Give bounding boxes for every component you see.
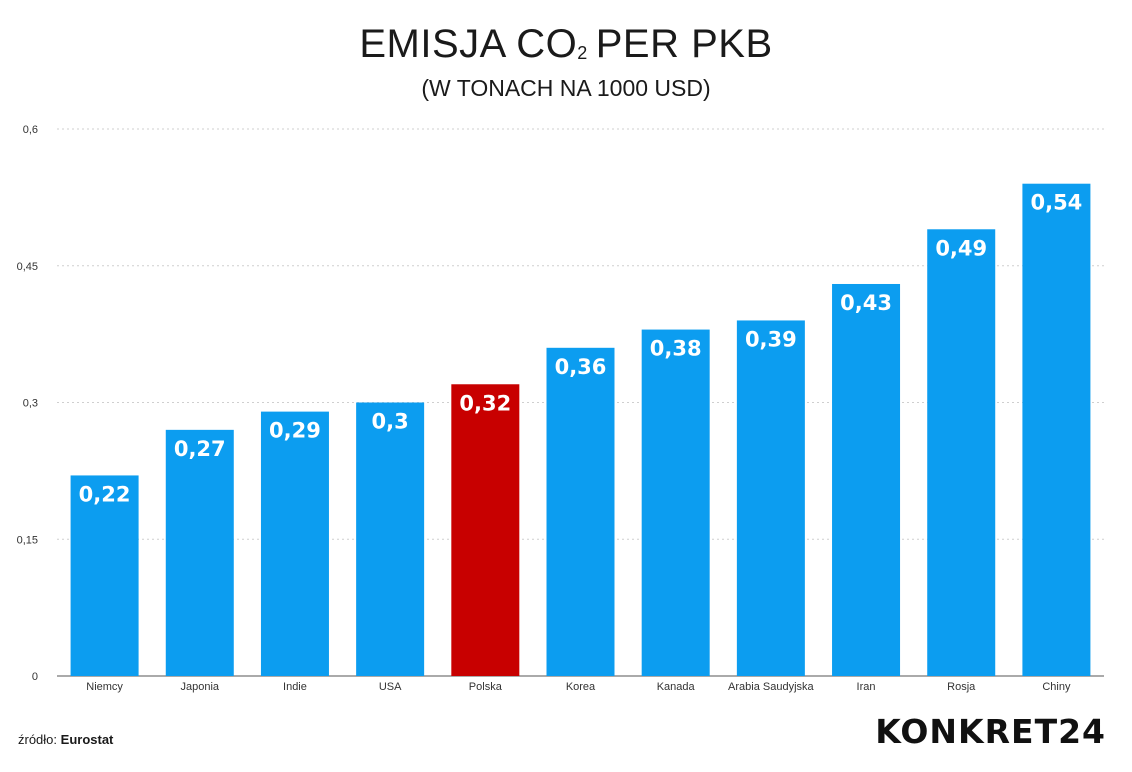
bar-value-label: 0,32	[459, 391, 511, 415]
x-tick-label: USA	[379, 681, 402, 693]
bar-value-label: 0,29	[269, 419, 321, 443]
bar	[451, 384, 520, 676]
x-tick-label: Rosja	[947, 681, 976, 693]
bar-layer	[70, 183, 1091, 677]
bar-value-label: 0,38	[650, 337, 702, 361]
source-name: Eurostat	[60, 732, 114, 747]
x-tick-label: Arabia Saudyjska	[728, 681, 814, 693]
x-tick-label: Kanada	[657, 681, 696, 693]
title-subscript: 2	[577, 43, 588, 63]
bar-value-label: 0,3	[372, 410, 409, 434]
bar	[641, 329, 710, 676]
x-tick-label: Korea	[566, 681, 596, 693]
x-tick-label: Iran	[857, 681, 876, 693]
x-tick-label: Japonia	[180, 681, 219, 693]
chart-header: EMISJA CO2 PER PKB (W TONACH NA 1000 USD)	[0, 22, 1132, 101]
bar-value-label: 0,54	[1030, 191, 1082, 215]
bar-value-label: 0,22	[79, 482, 131, 506]
source-note: źródło: Eurostat	[18, 732, 113, 747]
y-tick-label: 0,6	[23, 124, 38, 136]
chart-title: EMISJA CO2 PER PKB	[0, 22, 1132, 75]
bar	[832, 283, 901, 676]
brand-logo: KONKRET24	[875, 712, 1106, 751]
x-tick-label: Polska	[469, 681, 503, 693]
bar	[546, 347, 615, 676]
x-tick-label: Chiny	[1042, 681, 1071, 693]
bar-value-label: 0,39	[745, 327, 797, 351]
bar	[1022, 183, 1091, 676]
y-tick-label: 0	[32, 671, 38, 683]
x-tick-label: Niemcy	[86, 681, 123, 693]
y-tick-label: 0,15	[17, 534, 38, 546]
bar-value-label: 0,36	[555, 355, 607, 379]
x-tick-label: Indie	[283, 681, 307, 693]
source-prefix: źródło:	[18, 732, 58, 747]
title-main: EMISJA CO	[359, 22, 578, 66]
bar	[165, 429, 234, 676]
bar-value-label: 0,27	[174, 437, 226, 461]
chart-subtitle: (W TONACH NA 1000 USD)	[421, 75, 711, 101]
bar	[356, 402, 425, 676]
bar	[70, 475, 139, 676]
bar	[736, 320, 805, 676]
bar-value-label: 0,43	[840, 291, 892, 315]
y-tick-label: 0,3	[23, 398, 38, 410]
bar-value-label: 0,49	[935, 236, 987, 260]
y-tick-label: 0,45	[17, 261, 38, 273]
bar	[927, 229, 996, 677]
bar	[260, 411, 329, 676]
label-layer: 0,22 Niemcy 0,27 Japonia 0,29 Indie 0,3 USA 0,32…	[79, 191, 1083, 693]
title-rest: PER PKB	[595, 22, 773, 66]
